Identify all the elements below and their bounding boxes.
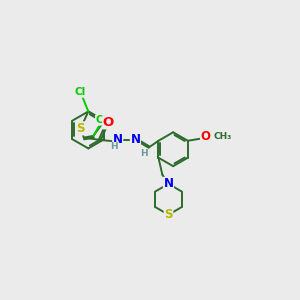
Text: H: H [140, 148, 148, 158]
Text: N: N [130, 133, 140, 146]
Text: S: S [76, 122, 85, 135]
Text: O: O [200, 130, 211, 143]
Text: N: N [113, 133, 123, 146]
Text: CH₃: CH₃ [214, 132, 232, 141]
Text: O: O [103, 116, 114, 129]
Text: S: S [164, 208, 173, 221]
Text: Cl: Cl [95, 115, 107, 125]
Text: H: H [110, 142, 118, 152]
Text: N: N [164, 177, 173, 190]
Text: Cl: Cl [74, 87, 85, 97]
